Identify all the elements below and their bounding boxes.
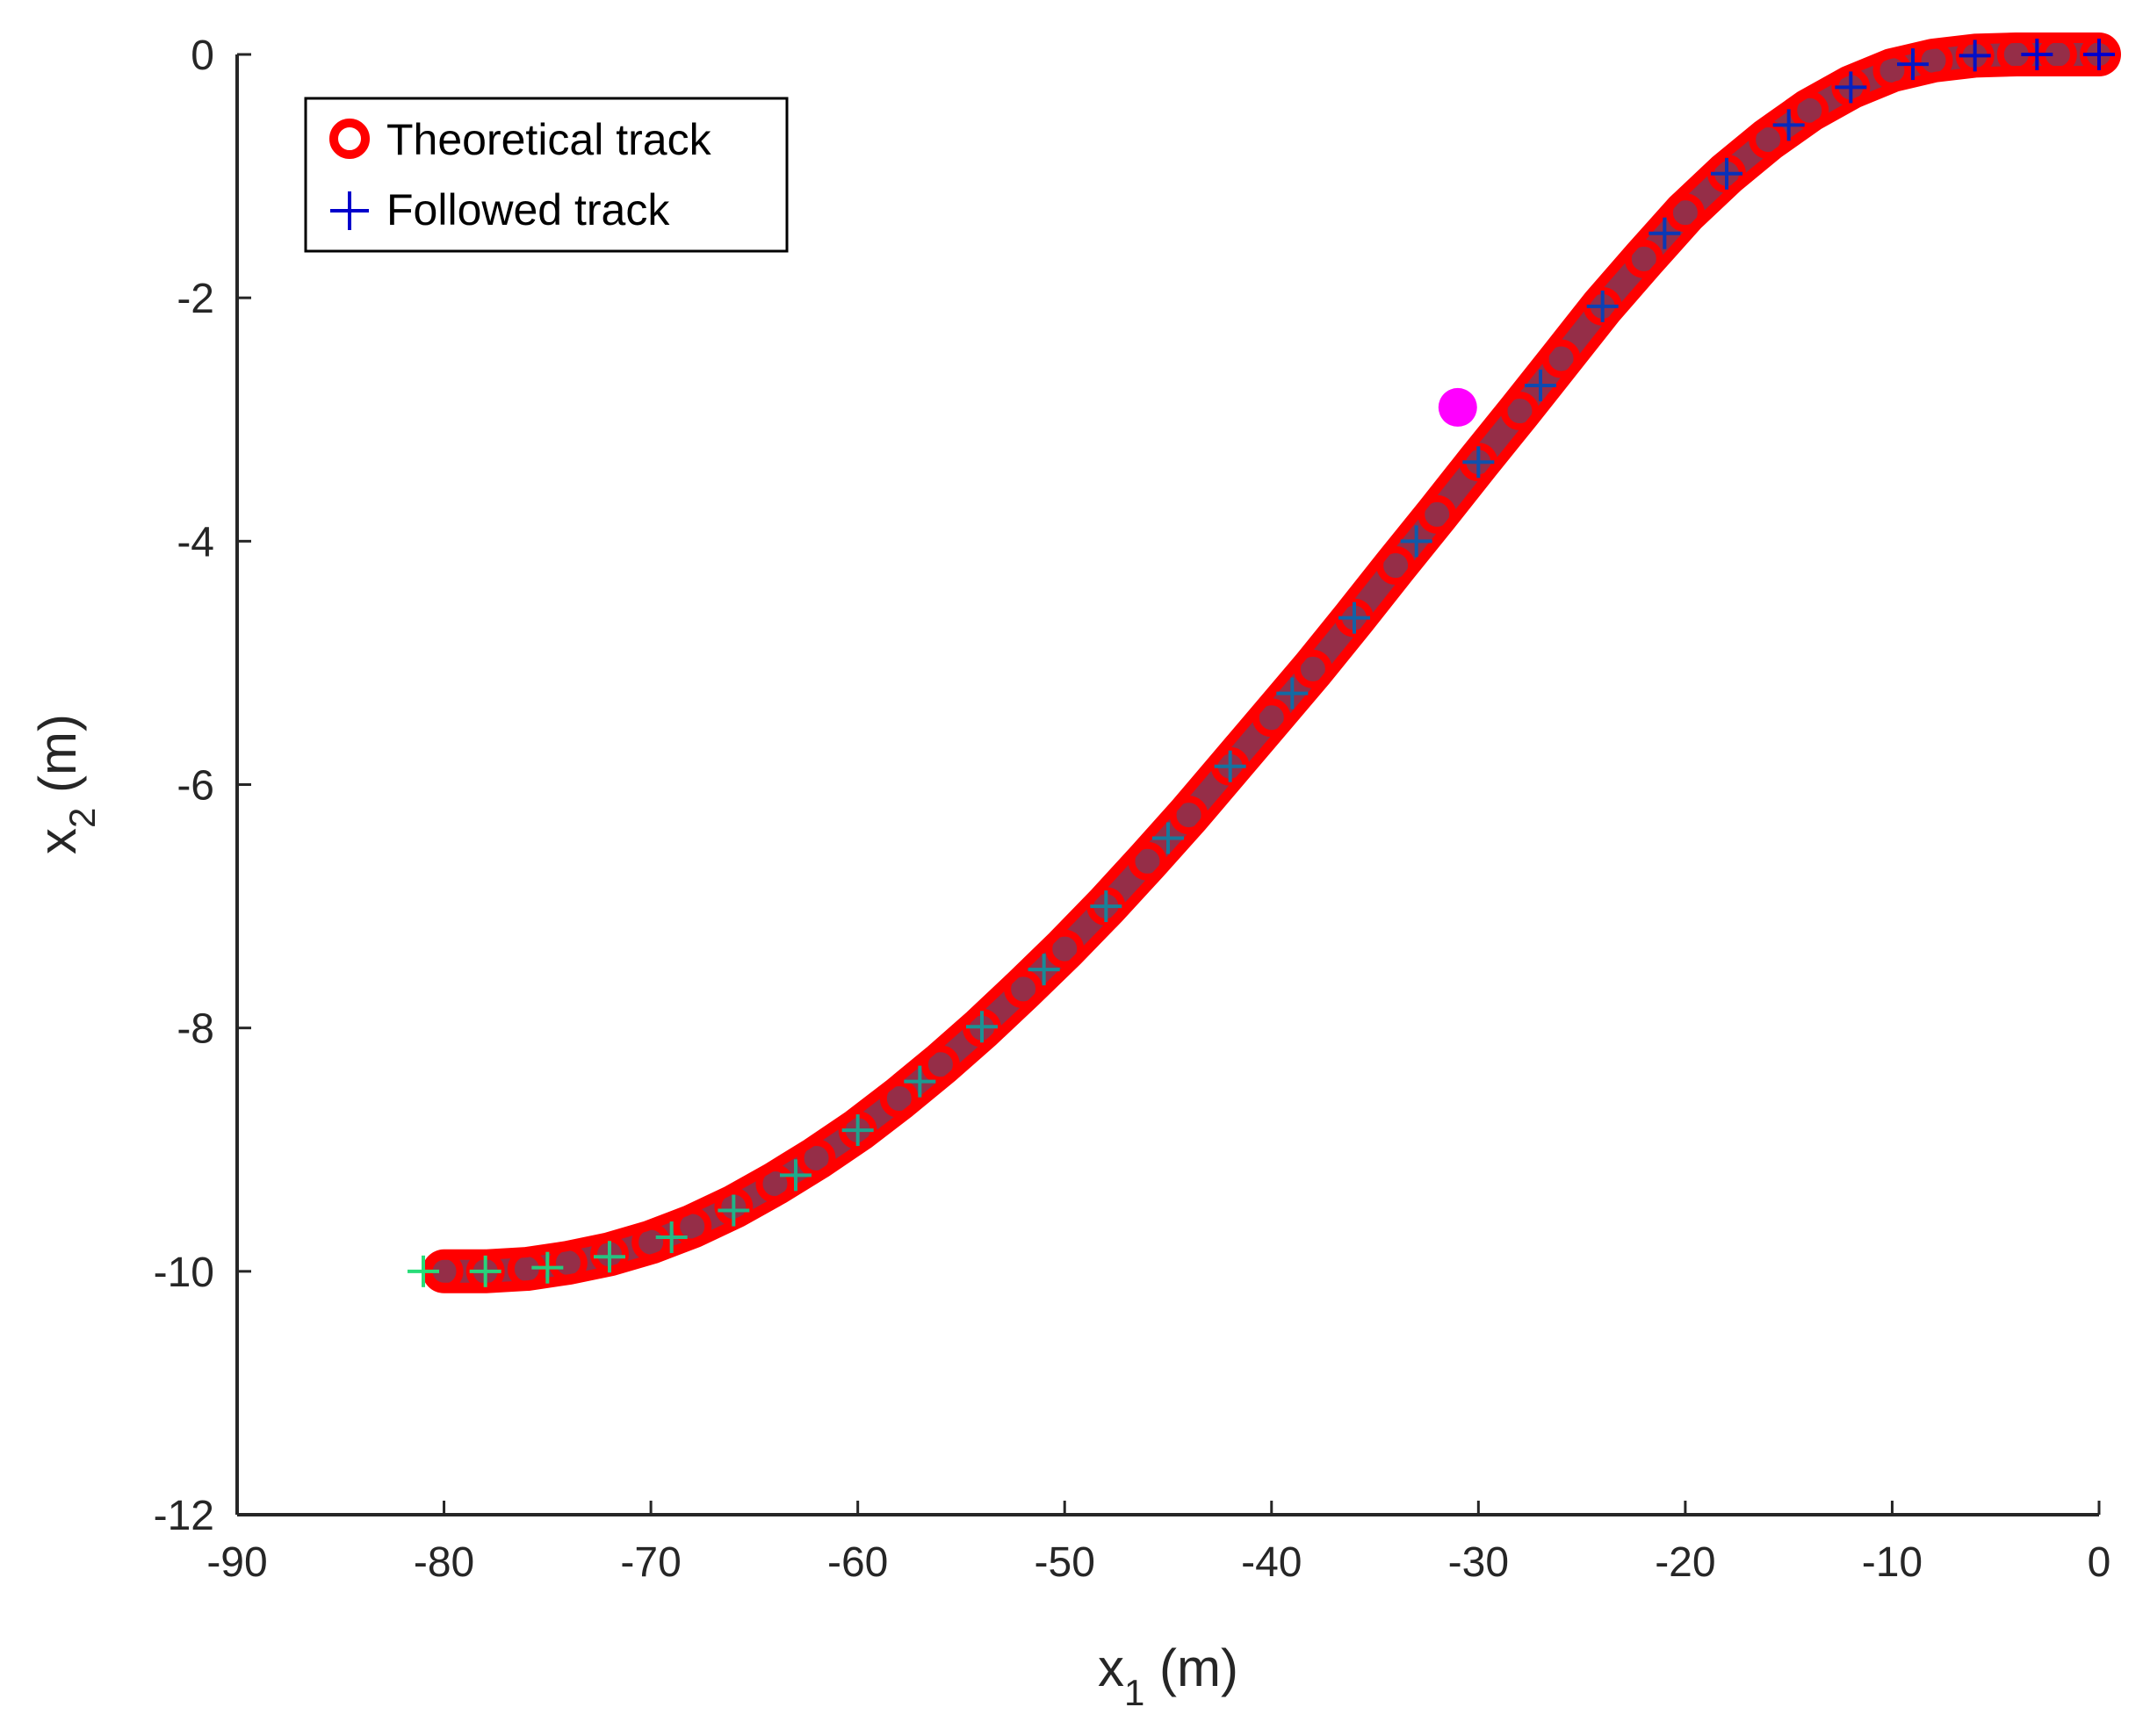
- y-tick-label: -2: [177, 276, 214, 322]
- x-tick-label: -20: [1655, 1539, 1715, 1586]
- theoretical-track-point: [755, 1164, 795, 1204]
- theoretical-track-point: [1128, 841, 1167, 881]
- x-tick-label: 0: [2088, 1539, 2111, 1586]
- followed-track-point: [1835, 71, 1867, 104]
- followed-track-point: [1462, 446, 1495, 479]
- x-tick-label: -70: [620, 1539, 681, 1586]
- theoretical-track-point: [1914, 40, 1953, 80]
- x-axis-label-unit: (m): [1144, 1639, 1238, 1697]
- y-tick-label: -12: [154, 1493, 214, 1539]
- followed-track-point: [655, 1221, 688, 1254]
- followed-track-point: [1897, 48, 1929, 81]
- theoretical-track-point: [1872, 51, 1912, 90]
- x-axis-label: x1 (m): [1098, 1639, 1238, 1713]
- followed-track-point: [1276, 677, 1309, 710]
- theoretical-track-point: [797, 1138, 836, 1178]
- followed-track-point: [2021, 39, 2053, 70]
- x-axis-label-main: x: [1098, 1639, 1124, 1697]
- followed-track-point: [1338, 601, 1370, 634]
- followed-track-point: [841, 1114, 874, 1147]
- followed-track-point: [469, 1255, 501, 1287]
- x-tick-label: -80: [414, 1539, 474, 1586]
- followed-track-point: [531, 1251, 564, 1284]
- y-axis-label-unit: (m): [28, 714, 87, 808]
- y-tick-label: -6: [177, 763, 214, 810]
- followed-track-point: [1649, 217, 1681, 249]
- legend-marker-followed-track: [330, 191, 369, 230]
- x-axis-label-sub: 1: [1124, 1672, 1144, 1713]
- legend-box: [304, 97, 789, 253]
- theoretical-track-point: [1541, 339, 1581, 378]
- current-position-marker: [1438, 387, 1477, 427]
- y-axis-label-main: x: [28, 828, 87, 854]
- theoretical-track-point: [1293, 649, 1332, 688]
- theoretical-track-point: [1500, 392, 1540, 431]
- y-tick-label: 0: [191, 32, 214, 79]
- x-tick-label: -40: [1241, 1539, 1302, 1586]
- followed-track-point: [1090, 890, 1122, 923]
- y-ticks: 0 -2 -4 -6 -8 -10 -12: [154, 32, 251, 1539]
- theoretical-track-point: [1790, 90, 1829, 130]
- theoretical-track-point: [1169, 796, 1208, 835]
- y-axis-label-sub: 2: [61, 808, 103, 828]
- followed-track-point: [780, 1159, 812, 1192]
- y-axis-label: x2 (m): [28, 714, 103, 854]
- followed-track-point: [1959, 40, 1991, 72]
- theoretical-track-point: [1749, 120, 1788, 160]
- x-tick-label: -60: [827, 1539, 888, 1586]
- plot-area: [235, 54, 2099, 1516]
- y-tick-label: -4: [177, 519, 214, 565]
- x-tick-label: -50: [1035, 1539, 1095, 1586]
- x-tick-label: -90: [206, 1539, 267, 1586]
- legend-label-followed-track: Followed track: [386, 185, 670, 234]
- x-ticks: -90 -80 -70 -60 -50 -40 -30 -20 -10 0: [206, 1501, 2110, 1586]
- theoretical-track-point: [1665, 193, 1705, 233]
- followed-track-point: [1028, 954, 1060, 986]
- followed-track-point: [1586, 290, 1619, 322]
- legend: Theoretical track Followed track: [304, 97, 789, 253]
- theoretical-track-point: [1004, 969, 1043, 1009]
- followed-track-point: [1711, 157, 1742, 190]
- y-tick-label: -8: [177, 1006, 214, 1053]
- followed-track-point: [1214, 750, 1246, 782]
- x-tick-label: -10: [1862, 1539, 1923, 1586]
- followed-track-point: [966, 1011, 998, 1043]
- followed-track-point: [1152, 822, 1184, 854]
- theoretical-track-point: [920, 1045, 960, 1084]
- followed-track-point: [1772, 109, 1805, 141]
- theoretical-track-point: [879, 1079, 919, 1119]
- followed-track-point: [904, 1065, 936, 1098]
- followed-track-point: [718, 1194, 750, 1227]
- theoretical-track-point: [1376, 546, 1416, 586]
- series-layer: [408, 32, 2121, 1293]
- theoretical-track-point: [1418, 494, 1457, 534]
- theoretical-track-point: [631, 1222, 671, 1262]
- theoretical-track-point: [548, 1243, 588, 1283]
- theoretical-track-point: [1252, 698, 1291, 738]
- y-tick-label: -10: [154, 1250, 214, 1296]
- legend-label-theoretical-track: Theoretical track: [386, 115, 712, 164]
- followed-track-point: [2083, 39, 2115, 70]
- followed-track-point: [1400, 525, 1432, 558]
- x-tick-label: -30: [1448, 1539, 1509, 1586]
- followed-track-point: [1525, 369, 1556, 401]
- theoretical-track-point: [1045, 929, 1085, 969]
- followed-track-point: [408, 1255, 439, 1287]
- theoretical-track-point: [1624, 239, 1663, 278]
- followed-track-point: [594, 1241, 625, 1273]
- theoretical-track-point: [673, 1207, 712, 1246]
- legend-marker-theoretical-track: [329, 119, 370, 159]
